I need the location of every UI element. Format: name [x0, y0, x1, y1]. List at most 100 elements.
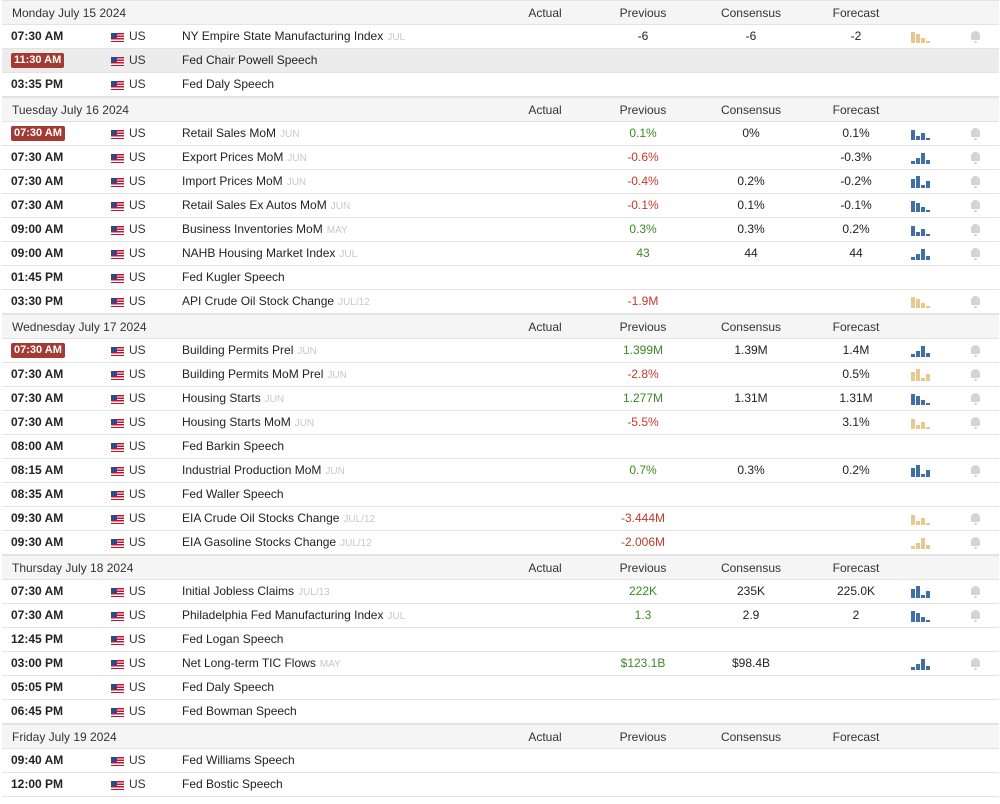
- alert-bell[interactable]: [971, 417, 980, 429]
- event-time: 07:30 AM: [11, 415, 64, 429]
- sparkline-icon[interactable]: [911, 295, 935, 308]
- sparkline-bar: [921, 38, 925, 43]
- country: US: [129, 270, 146, 284]
- event-row[interactable]: 07:30 AM US Retail Sales Ex Autos MoM JUN -0…: [2, 194, 999, 218]
- sparkline-icon[interactable]: [911, 175, 935, 188]
- alert-bell[interactable]: [971, 465, 980, 477]
- event-time: 06:45 PM: [11, 704, 64, 718]
- alert-bell[interactable]: [971, 393, 980, 405]
- alert-bell[interactable]: [971, 200, 980, 212]
- alert-bell[interactable]: [971, 296, 980, 308]
- event-row[interactable]: 12:45 PM US Fed Logan Speech: [2, 628, 999, 652]
- event-row[interactable]: 06:45 PM US Fed Bowman Speech: [2, 700, 999, 724]
- event-row[interactable]: 07:30 AM US Philadelphia Fed Manufacturing…: [2, 604, 999, 628]
- alert-bell[interactable]: [971, 610, 980, 622]
- country-flag: [111, 371, 124, 380]
- event-row[interactable]: 09:30 AM US EIA Gasoline Stocks Change JUL/…: [2, 531, 999, 555]
- sparkline-bar: [911, 468, 915, 477]
- event-title: Import Prices MoM: [182, 174, 283, 188]
- event-row[interactable]: 09:40 AM US Fed Williams Speech: [2, 749, 999, 773]
- sparkline-bar: [916, 613, 920, 622]
- event-name: NAHB Housing Market Index JUL: [182, 242, 357, 266]
- event-row[interactable]: 09:30 AM US EIA Crude Oil Stocks Change JUL…: [2, 507, 999, 531]
- sparkline-icon[interactable]: [911, 223, 935, 236]
- country-flag: [111, 443, 124, 452]
- sparkline-icon[interactable]: [911, 199, 935, 212]
- alert-bell[interactable]: [971, 248, 980, 260]
- event-name: Fed Waller Speech: [182, 483, 284, 506]
- country-flag: [111, 539, 124, 548]
- alert-bell[interactable]: [971, 369, 980, 381]
- event-row[interactable]: 01:45 PM US Fed Kugler Speech: [2, 266, 999, 290]
- day-date: Thursday July 18 2024: [12, 561, 134, 575]
- forecast-value: -2: [850, 29, 862, 43]
- event-row[interactable]: 07:30 AM US Export Prices MoM JUN -0.6% -0.3%: [2, 146, 999, 170]
- event-name: Fed Williams Speech: [182, 749, 295, 772]
- alert-bell[interactable]: [971, 152, 980, 164]
- sparkline-icon[interactable]: [911, 609, 935, 622]
- sparkline-icon[interactable]: [911, 585, 935, 598]
- event-period: JUL/13: [298, 587, 330, 598]
- event-row[interactable]: 12:00 PM US Fed Bostic Speech: [2, 773, 999, 797]
- event-row[interactable]: 09:00 AM US Business Inventories MoM MAY 0.3…: [2, 218, 999, 242]
- sparkline-icon[interactable]: [911, 464, 935, 477]
- sparkline-bar: [911, 611, 915, 622]
- event-row[interactable]: 03:00 PM US Net Long-term TIC Flows MAY $123…: [2, 652, 999, 676]
- event-row[interactable]: 07:30 AM US Initial Jobless Claims JUL/13 22…: [2, 580, 999, 604]
- event-row[interactable]: 05:05 PM US Fed Daly Speech: [2, 676, 999, 700]
- sparkline-icon[interactable]: [911, 344, 935, 357]
- event-row[interactable]: 08:15 AM US Industrial Production MoM JUN 0.…: [2, 459, 999, 483]
- sparkline-icon[interactable]: [911, 416, 935, 429]
- event-row[interactable]: 07:30 AM US Housing Starts MoM JUN -5.5% 3.1%: [2, 411, 999, 435]
- alert-bell[interactable]: [971, 537, 980, 549]
- alert-bell[interactable]: [971, 176, 980, 188]
- event-row[interactable]: 07:30 AM US NY Empire State Manufacturing …: [2, 25, 999, 49]
- event-title: Business Inventories MoM: [182, 222, 323, 236]
- sparkline-icon[interactable]: [911, 657, 935, 670]
- sparkline-icon[interactable]: [911, 536, 935, 549]
- country-flag: [111, 588, 124, 597]
- forecast-value: 0.5%: [842, 367, 870, 381]
- sparkline-icon[interactable]: [911, 127, 935, 140]
- sparkline-icon[interactable]: [911, 151, 935, 164]
- event-row[interactable]: 03:35 PM US Fed Daly Speech: [2, 73, 999, 97]
- country: US: [129, 439, 146, 453]
- alert-bell[interactable]: [971, 345, 980, 357]
- sparkline-icon[interactable]: [911, 392, 935, 405]
- sparkline-bar: [916, 369, 920, 381]
- previous-value: 222K: [628, 584, 658, 598]
- event-row[interactable]: 07:30 AM US Building Permits MoM Prel JUN -2…: [2, 363, 999, 387]
- alert-bell[interactable]: [971, 513, 980, 525]
- consensus-value: 235K: [736, 584, 766, 598]
- event-row[interactable]: 07:30 AM US Building Permits Prel JUN 1.399M…: [2, 339, 999, 363]
- alert-bell[interactable]: [971, 31, 980, 43]
- event-period: JUN: [327, 370, 347, 381]
- sparkline-bar: [921, 538, 925, 549]
- event-row[interactable]: 07:30 AM US Import Prices MoM JUN -0.4% 0.2% -…: [2, 170, 999, 194]
- day-header: Thursday July 18 2024 Actual Previous Conse…: [2, 555, 999, 580]
- event-row[interactable]: 07:30 AM US Housing Starts JUN 1.277M 1.31M 1.…: [2, 387, 999, 411]
- country-flag: [111, 81, 124, 90]
- forecast-value: -0.3%: [840, 150, 872, 164]
- event-name: Fed Bowman Speech: [182, 700, 297, 723]
- sparkline-icon[interactable]: [911, 368, 935, 381]
- sparkline-icon[interactable]: [911, 247, 935, 260]
- country: US: [129, 198, 146, 212]
- alert-bell[interactable]: [971, 586, 980, 598]
- sparkline-bar: [916, 232, 920, 236]
- event-name: Business Inventories MoM MAY: [182, 218, 348, 242]
- alert-bell[interactable]: [971, 128, 980, 140]
- alert-bell[interactable]: [971, 224, 980, 236]
- event-name: Export Prices MoM JUN: [182, 146, 307, 170]
- column-header: Forecast: [832, 320, 880, 334]
- event-row[interactable]: 11:30 AM US Fed Chair Powell Speech: [2, 49, 999, 73]
- alert-bell[interactable]: [971, 658, 980, 670]
- sparkline-icon[interactable]: [911, 512, 935, 525]
- event-row[interactable]: 09:00 AM US NAHB Housing Market Index JUL 43…: [2, 242, 999, 266]
- event-row[interactable]: 08:00 AM US Fed Barkin Speech: [2, 435, 999, 459]
- sparkline-icon[interactable]: [911, 30, 935, 43]
- event-row[interactable]: 03:30 PM US API Crude Oil Stock Change JUL/…: [2, 290, 999, 314]
- event-row[interactable]: 08:35 AM US Fed Waller Speech: [2, 483, 999, 507]
- event-name: Initial Jobless Claims JUL/13: [182, 580, 330, 604]
- event-row[interactable]: 07:30 AM US Retail Sales MoM JUN 0.1% 0% 0.1%: [2, 122, 999, 146]
